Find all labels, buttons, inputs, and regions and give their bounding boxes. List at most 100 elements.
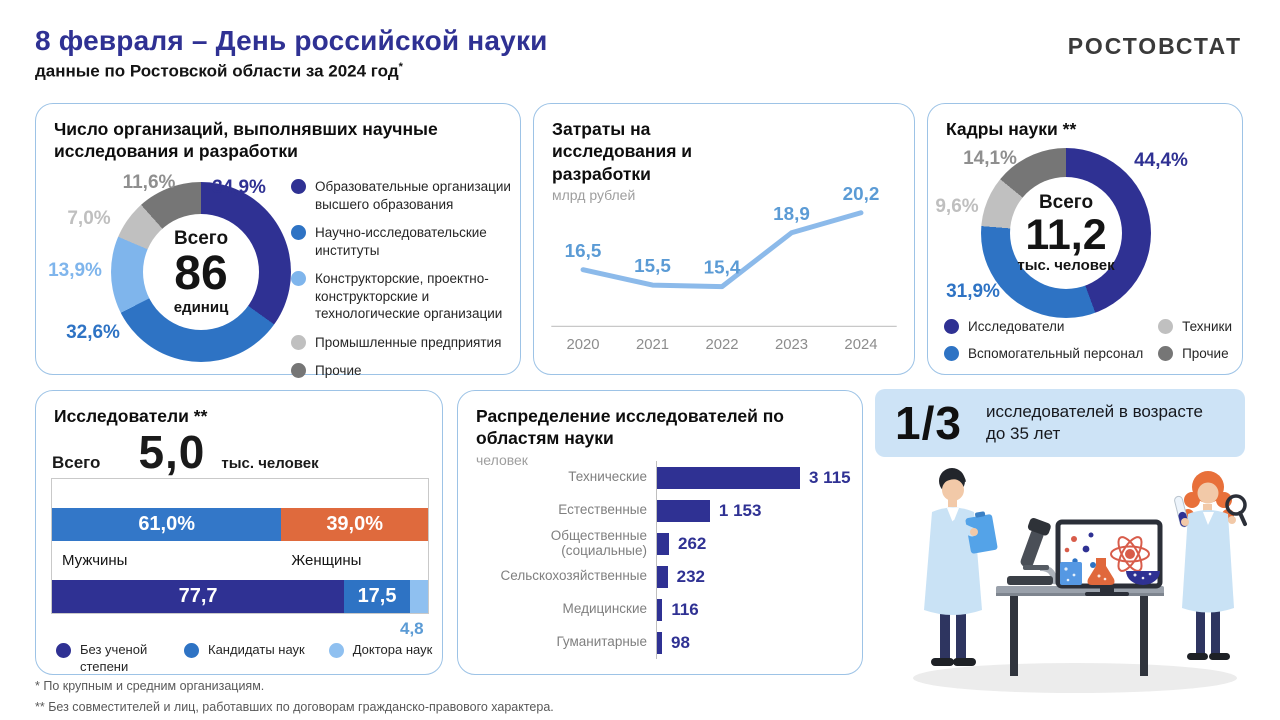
legend-label: Кандидаты наук <box>208 642 305 657</box>
researchers-bars-box: 61,0% 39,0% Мужчины Женщины 77,7 17,5 <box>51 478 429 614</box>
field-bar <box>657 631 662 654</box>
field-bar <box>657 499 710 522</box>
gender-label: Мужчины <box>62 552 128 569</box>
beaker-icon <box>1060 562 1082 585</box>
field-bar <box>657 565 668 588</box>
atom-icon <box>1110 536 1150 572</box>
field-row: Общественные (социальные) 262 <box>472 527 852 560</box>
card-expenditure: 16,5 2020 15,5 2021 15,4 2022 18,9 2023 20,2 2024… <box>533 103 915 375</box>
donut-center-value: 11,2 <box>1025 210 1107 259</box>
legend-dot-icon <box>184 643 199 658</box>
legend-item: Промышленные предприятия <box>291 334 519 352</box>
legend-label: Образовательные организации высшего обра… <box>315 179 511 212</box>
highlight-text: исследователей в возрасте до 35 лет <box>985 401 1203 443</box>
researchers-total: Всего 5,0 тыс. человек <box>52 425 319 479</box>
degree-legend: Без ученой степени Кандидаты наук Доктора … <box>56 642 432 676</box>
card-title: Число организаций, выполнявших научные и… <box>54 119 438 162</box>
field-bar-track: 98 <box>656 626 852 659</box>
highlight-fraction: 1/3 <box>895 397 962 449</box>
total-value: 5,0 <box>138 426 206 478</box>
donut-percent-label: 14,1% <box>963 148 1017 169</box>
field-value: 3 115 <box>809 467 851 487</box>
flask-icon <box>1087 558 1115 585</box>
legend-item: Прочие <box>1158 345 1232 363</box>
legend-item: Доктора наук <box>328 642 433 676</box>
field-bar-track: 116 <box>656 593 852 626</box>
field-bar <box>657 466 800 489</box>
personnel-legend: Исследователи Вспомогательный персонал Тех… <box>944 318 1232 363</box>
scientist-man-figure <box>924 468 998 666</box>
legend-item: Техники <box>1158 318 1232 336</box>
donut-center: Всего 11,2 тыс. человек <box>1010 177 1122 289</box>
line-value-label: 18,9 <box>773 203 810 224</box>
legend-dot-icon <box>291 363 306 379</box>
field-value: 116 <box>671 599 699 619</box>
bowl-icon <box>1126 571 1160 585</box>
field-bar-track: 262 <box>656 527 852 560</box>
legend-item: Научно-исследовательские институты <box>291 224 519 259</box>
bar-segment <box>409 580 428 613</box>
legend-dot-icon <box>291 179 306 194</box>
donut-percent-label: 32,6% <box>66 322 120 343</box>
bar-segment: 17,5 <box>344 580 410 613</box>
total-label: Всего <box>52 453 101 472</box>
page-title: 8 февраля – День российской науки <box>35 25 548 56</box>
page-subtitle-text: данные по Ростовской области за 2024 год <box>35 61 399 81</box>
legend-dot-icon <box>944 346 959 362</box>
legend-label: Научно-исследовательские институты <box>315 225 487 258</box>
legend-label: Конструкторские, проектно-конструкторски… <box>315 271 503 322</box>
legend-item: Конструкторские, проектно-конструкторски… <box>291 270 519 323</box>
legend-label: Промышленные предприятия <box>315 334 502 350</box>
legend-dot-icon <box>328 643 344 658</box>
microscope-icon <box>1007 518 1057 585</box>
scientist-woman-figure <box>1174 471 1247 660</box>
field-label: Гуманитарные <box>556 634 647 650</box>
field-row: Медицинские 116 <box>472 593 852 626</box>
monitor-icon <box>1055 519 1163 596</box>
gender-labels-row: Мужчины Женщины <box>52 541 428 580</box>
legend-label: Техники <box>1182 318 1232 334</box>
donut-center-unit: тыс. человек <box>1017 257 1115 275</box>
donut-center-label: Всего <box>1038 191 1094 213</box>
clipboard-icon <box>965 511 998 554</box>
card-title: Распределение исследователей по областям… <box>476 406 784 449</box>
footnote-mark: * <box>398 61 403 73</box>
card-organizations: Число организаций, выполнявших научные и… <box>35 103 521 379</box>
legend-item: Образовательные организации высшего обра… <box>291 178 519 213</box>
bar-segment: 77,7 <box>52 580 345 613</box>
field-value: 1 153 <box>718 500 762 520</box>
bar-segment-value: 17,5 <box>357 585 397 607</box>
footnote-2: ** Без совместителей и лиц, работавших п… <box>35 700 554 714</box>
legend-item: Исследователи <box>944 318 1150 336</box>
bar-segment: 61,0% <box>52 508 282 541</box>
card-title: Исследователи ** <box>54 406 208 426</box>
legend-label: Доктора наук <box>352 642 433 657</box>
footnote-1: * По крупным и средним организациям. <box>35 679 265 693</box>
fields-bar-chart: Технические 3 115 Естественные 1 153 Обществ… <box>472 461 852 659</box>
field-label: Естественные <box>558 502 647 518</box>
legend-item: Вспомогательный персонал <box>944 345 1150 363</box>
x-axis-tick: 2022 <box>705 337 738 353</box>
card-personnel: Кадры науки ** Всего 11,2 тыс. человек 4… <box>927 103 1243 375</box>
x-axis-tick: 2024 <box>844 337 877 353</box>
legend-label: Исследователи <box>968 318 1065 334</box>
legend-dot-icon <box>1158 346 1174 362</box>
card-science-fields: Распределение исследователей по областям… <box>457 390 863 675</box>
total-unit: тыс. человек <box>221 455 319 472</box>
legend-label: Вспомогательный персонал <box>968 346 1144 362</box>
legend-item: Без ученой степени <box>56 642 160 676</box>
field-row: Гуманитарные 98 <box>472 626 852 659</box>
field-row: Естественные 1 153 <box>472 494 852 527</box>
field-label: Сельскохозяйственные <box>500 568 647 584</box>
highlight-badge: 1/3 исследователей в возрасте до 35 лет <box>875 389 1245 457</box>
bar-segment-value: 61,0% <box>138 513 196 535</box>
x-axis-tick: 2023 <box>775 337 808 353</box>
x-axis-tick: 2020 <box>566 337 599 353</box>
field-label: Технические <box>568 469 647 485</box>
legend-dot-icon <box>1158 318 1174 334</box>
expenditure-line-chart: 16,5 2020 15,5 2021 15,4 2022 18,9 2023 20,2 2024 <box>551 183 897 353</box>
field-bar-track: 232 <box>656 560 852 593</box>
field-bar-track: 3 115 <box>656 461 852 494</box>
line-value-label: 20,2 <box>843 183 880 204</box>
field-bar <box>657 598 663 621</box>
